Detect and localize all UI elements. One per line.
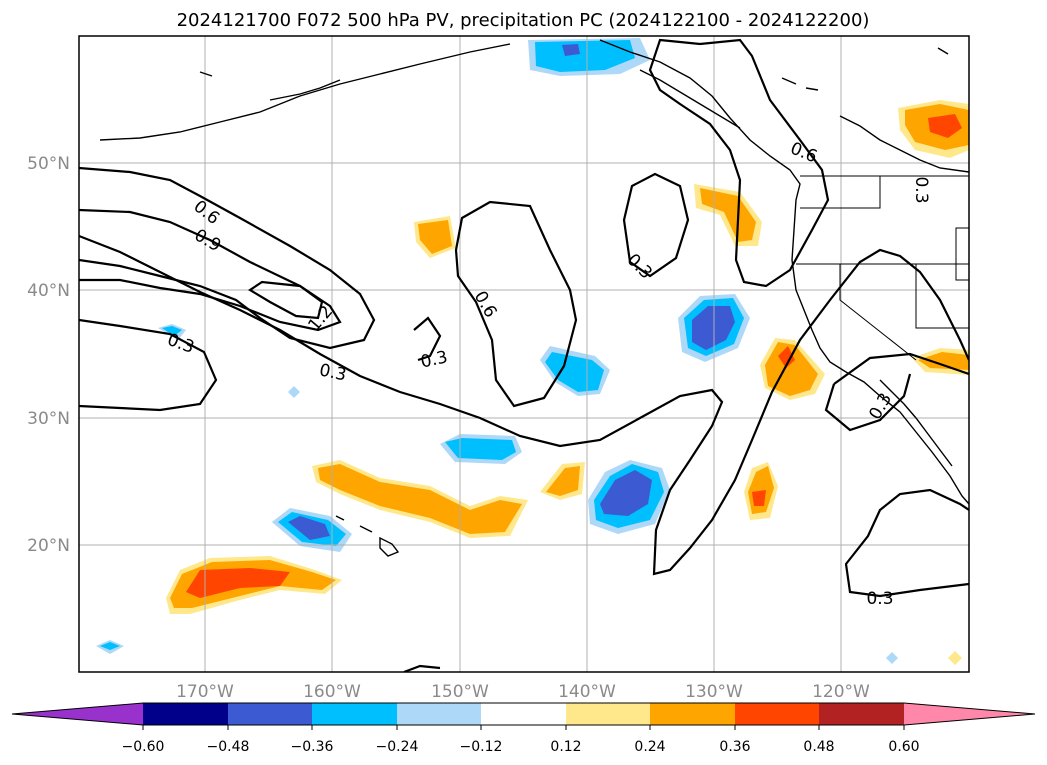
longitude-labels: 170°W 160°W 150°W 140°W 130°W 120°W bbox=[176, 682, 870, 702]
colorbar-segment bbox=[819, 703, 904, 725]
colorbar-segment bbox=[312, 703, 397, 725]
precipitation-fills bbox=[96, 38, 969, 665]
colorbar-segment bbox=[143, 703, 228, 725]
lat-tick-label: 30°N bbox=[27, 409, 70, 429]
precip-positive-region bbox=[546, 466, 580, 496]
pv-contour-line bbox=[648, 38, 830, 288]
latitude-labels: 50°N 40°N 30°N 20°N bbox=[27, 154, 70, 556]
precip-positive-region bbox=[318, 464, 522, 534]
colorbar-segment bbox=[397, 703, 481, 725]
gridlines bbox=[79, 36, 969, 672]
colorbar-segment bbox=[481, 703, 566, 725]
colorbar-extend-max bbox=[904, 703, 1035, 725]
lat-tick-label: 20°N bbox=[27, 536, 70, 556]
colorbar-tick-label: −0.36 bbox=[291, 739, 334, 755]
pv-contour-line bbox=[79, 234, 969, 576]
precip-negative-region bbox=[288, 386, 300, 398]
pv-contour-line bbox=[833, 352, 969, 385]
pv-contour-line bbox=[824, 373, 912, 432]
lon-tick-label: 140°W bbox=[558, 682, 616, 702]
precip-positive-region bbox=[928, 114, 962, 138]
pv-contours bbox=[79, 38, 969, 672]
colorbar-segment bbox=[735, 703, 819, 725]
map-frame bbox=[78, 35, 970, 673]
pv-contour-line bbox=[844, 488, 969, 598]
colorbar-tick-label: −0.24 bbox=[376, 739, 419, 755]
precip-negative-region bbox=[886, 652, 898, 664]
lon-tick-label: 170°W bbox=[176, 682, 234, 702]
lat-tick-label: 40°N bbox=[27, 281, 70, 301]
colorbar-segment bbox=[566, 703, 650, 725]
colorbar-tick-label: −0.12 bbox=[460, 739, 503, 755]
pv-contour-line bbox=[413, 316, 442, 362]
precip-negative-region bbox=[600, 470, 652, 516]
colorbar: −0.60 −0.48 −0.36 −0.24 −0.12 0.12 0.24 … bbox=[11, 702, 1036, 755]
precip-positive-region bbox=[418, 220, 452, 254]
lon-tick-label: 160°W bbox=[303, 682, 361, 702]
precip-positive-region bbox=[752, 490, 766, 506]
pv-contour-line bbox=[79, 208, 342, 332]
precip-negative-region bbox=[100, 642, 120, 650]
precip-negative-region bbox=[445, 438, 516, 460]
contour-label: 0.3 bbox=[866, 589, 893, 609]
map-panel: 0.6 0.9 1.2 0.3 0.3 0.3 0.6 0.3 0.6 0.3 … bbox=[78, 35, 970, 673]
precip-negative-region bbox=[288, 516, 330, 540]
map-title: 2024121700 F072 500 hPa PV, precipitatio… bbox=[177, 10, 870, 31]
lat-tick-label: 50°N bbox=[27, 154, 70, 174]
colorbar-tick-label: −0.60 bbox=[122, 739, 165, 755]
pv-contour-line bbox=[622, 172, 690, 278]
lon-tick-label: 130°W bbox=[685, 682, 743, 702]
coastlines bbox=[99, 39, 969, 557]
pv-contour-line bbox=[79, 166, 376, 350]
colorbar-tick-label: 0.12 bbox=[550, 739, 581, 755]
colorbar-segment bbox=[650, 703, 735, 725]
precip-positive-region bbox=[918, 352, 969, 370]
precip-negative-region bbox=[535, 40, 635, 72]
precip-negative-region bbox=[545, 352, 604, 392]
precip-negative-region bbox=[162, 326, 182, 336]
colorbar-tick-label: 0.24 bbox=[634, 739, 665, 755]
pv-contour-line bbox=[403, 664, 441, 672]
state-borders bbox=[796, 175, 969, 361]
lon-tick-label: 120°W bbox=[812, 682, 870, 702]
precip-negative-region bbox=[562, 44, 580, 56]
colorbar-tick-label: −0.48 bbox=[207, 739, 250, 755]
lon-tick-label: 150°W bbox=[431, 682, 489, 702]
pv-contour-line bbox=[79, 318, 218, 412]
colorbar-tick-label: 0.60 bbox=[888, 739, 919, 755]
pv-contour-line bbox=[247, 280, 324, 320]
colorbar-extend-min bbox=[12, 703, 143, 725]
colorbar-tick-label: 0.48 bbox=[803, 739, 834, 755]
colorbar-tick-label: 0.36 bbox=[719, 739, 750, 755]
contour-label: 0.3 bbox=[911, 176, 931, 203]
precip-positive-region bbox=[186, 568, 290, 598]
precip-positive-region bbox=[948, 651, 962, 665]
colorbar-segment bbox=[228, 703, 312, 725]
precip-positive-region bbox=[778, 346, 795, 368]
pv-contour-line bbox=[454, 200, 578, 408]
